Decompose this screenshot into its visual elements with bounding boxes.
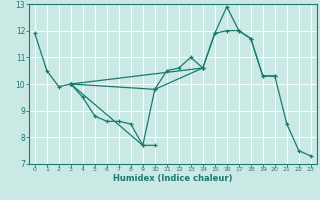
X-axis label: Humidex (Indice chaleur): Humidex (Indice chaleur) bbox=[113, 174, 233, 183]
